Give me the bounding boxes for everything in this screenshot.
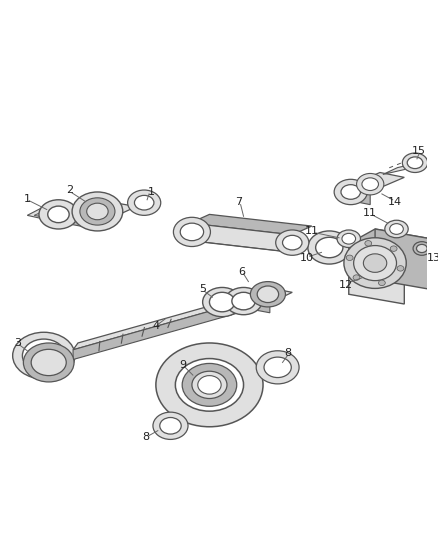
Ellipse shape xyxy=(87,203,108,220)
Ellipse shape xyxy=(264,357,291,377)
Ellipse shape xyxy=(378,280,385,286)
Ellipse shape xyxy=(156,343,263,427)
Ellipse shape xyxy=(72,192,123,231)
Ellipse shape xyxy=(390,224,403,235)
Polygon shape xyxy=(190,214,312,235)
Ellipse shape xyxy=(337,230,360,247)
Ellipse shape xyxy=(341,184,360,199)
Polygon shape xyxy=(346,173,404,192)
Ellipse shape xyxy=(153,412,188,439)
Text: 11: 11 xyxy=(363,208,377,219)
Ellipse shape xyxy=(192,371,227,399)
Text: 1: 1 xyxy=(148,187,155,197)
Text: 11: 11 xyxy=(305,226,319,236)
Ellipse shape xyxy=(134,196,154,210)
Text: 3: 3 xyxy=(14,338,21,348)
Text: 2: 2 xyxy=(67,185,74,195)
Ellipse shape xyxy=(31,349,66,376)
Ellipse shape xyxy=(276,230,309,255)
Text: 14: 14 xyxy=(388,197,402,207)
Polygon shape xyxy=(58,199,136,222)
Polygon shape xyxy=(34,207,64,219)
Ellipse shape xyxy=(160,417,181,434)
Ellipse shape xyxy=(203,287,242,317)
Ellipse shape xyxy=(342,233,356,244)
Ellipse shape xyxy=(182,364,237,406)
Polygon shape xyxy=(73,301,246,360)
Polygon shape xyxy=(73,294,251,350)
Text: 8: 8 xyxy=(143,432,150,442)
Polygon shape xyxy=(239,297,270,313)
Ellipse shape xyxy=(403,153,427,173)
Ellipse shape xyxy=(232,292,255,310)
Ellipse shape xyxy=(308,231,351,264)
Ellipse shape xyxy=(283,236,302,250)
Polygon shape xyxy=(27,201,73,221)
Ellipse shape xyxy=(365,240,372,246)
Ellipse shape xyxy=(353,275,360,280)
Ellipse shape xyxy=(225,287,262,314)
Ellipse shape xyxy=(48,206,69,223)
Ellipse shape xyxy=(209,292,235,312)
Ellipse shape xyxy=(175,359,244,411)
Polygon shape xyxy=(239,286,292,303)
Ellipse shape xyxy=(198,376,221,394)
Ellipse shape xyxy=(13,332,75,379)
Ellipse shape xyxy=(22,339,65,372)
Ellipse shape xyxy=(127,190,161,215)
Ellipse shape xyxy=(80,198,115,225)
Text: 6: 6 xyxy=(238,267,245,277)
Ellipse shape xyxy=(364,254,387,272)
Polygon shape xyxy=(349,244,404,304)
Polygon shape xyxy=(190,223,292,252)
Ellipse shape xyxy=(385,220,408,238)
Ellipse shape xyxy=(390,246,397,252)
Ellipse shape xyxy=(82,200,113,223)
Ellipse shape xyxy=(413,241,431,255)
Ellipse shape xyxy=(180,223,204,241)
Ellipse shape xyxy=(173,217,210,247)
Ellipse shape xyxy=(397,265,404,271)
Ellipse shape xyxy=(344,238,406,288)
Ellipse shape xyxy=(334,179,367,205)
Ellipse shape xyxy=(23,343,74,382)
Ellipse shape xyxy=(346,255,353,261)
Text: 13: 13 xyxy=(427,253,438,263)
Ellipse shape xyxy=(417,245,427,253)
Text: 8: 8 xyxy=(284,348,291,358)
Text: 9: 9 xyxy=(180,360,187,370)
Ellipse shape xyxy=(257,286,279,303)
Text: 12: 12 xyxy=(339,279,353,289)
Ellipse shape xyxy=(39,200,78,229)
Ellipse shape xyxy=(407,157,423,168)
Text: 5: 5 xyxy=(199,285,206,294)
Text: 4: 4 xyxy=(152,321,159,332)
Text: 10: 10 xyxy=(300,253,314,263)
Polygon shape xyxy=(58,214,102,230)
Ellipse shape xyxy=(357,173,384,195)
Ellipse shape xyxy=(251,281,286,307)
Ellipse shape xyxy=(353,246,396,281)
Polygon shape xyxy=(383,163,419,174)
Text: 15: 15 xyxy=(412,146,426,156)
Text: 7: 7 xyxy=(235,197,242,207)
Ellipse shape xyxy=(362,178,378,190)
Polygon shape xyxy=(346,187,370,205)
Polygon shape xyxy=(349,229,431,253)
Ellipse shape xyxy=(316,237,343,258)
Polygon shape xyxy=(375,229,431,289)
Text: 1: 1 xyxy=(24,194,31,204)
Ellipse shape xyxy=(256,351,299,384)
